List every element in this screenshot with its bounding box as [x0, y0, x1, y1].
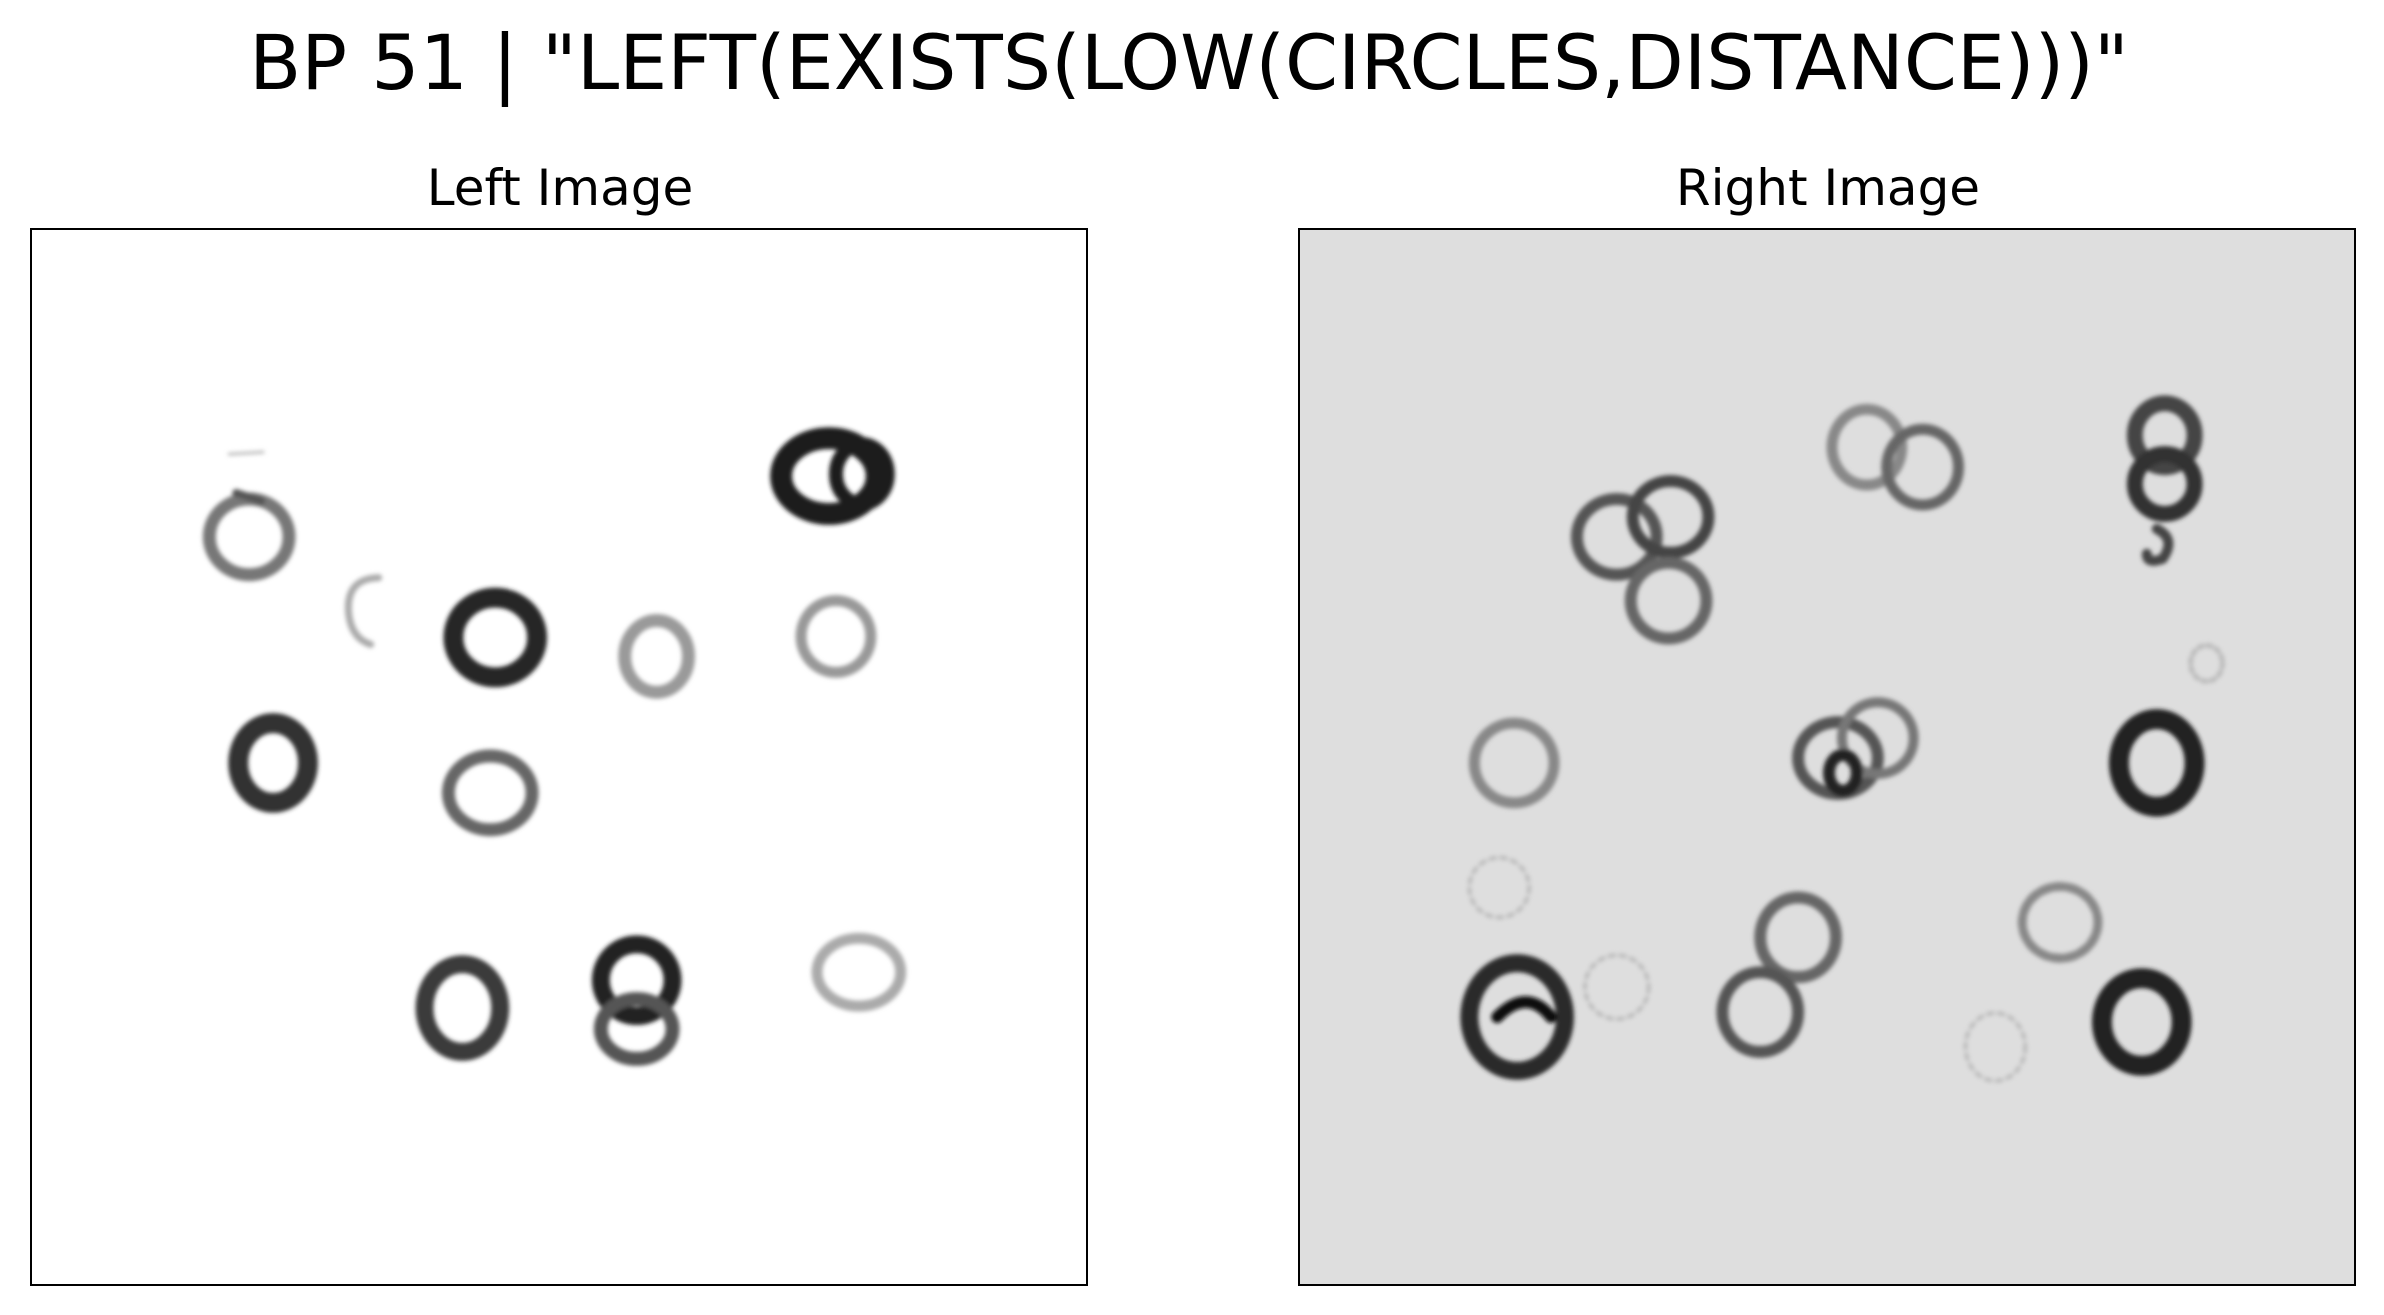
figure-title: BP 51 | "LEFT(EXISTS(LOW(CIRCLES,DISTANC… — [249, 18, 2129, 107]
right-image-panel — [1298, 228, 2356, 1286]
right-circle-pair-3 — [1792, 697, 1919, 800]
left-circle-5 — [228, 713, 318, 813]
left-circle-3 — [618, 614, 695, 699]
right-circle-faint-1 — [2188, 642, 2225, 684]
left-panel-title: Left Image — [426, 159, 694, 217]
right-circle-3 — [2017, 882, 2103, 963]
left-circle-4 — [795, 595, 877, 678]
right-circle-cluster-1 — [1570, 475, 1715, 645]
left-image-panel — [30, 228, 1088, 1286]
left-circle-7 — [415, 955, 510, 1061]
right-circle-1 — [1468, 717, 1560, 809]
left-circle-pair-1 — [770, 427, 895, 525]
right-circle-pair-1 — [1826, 403, 1964, 511]
left-arc-1 — [344, 574, 383, 648]
left-circle-8 — [811, 932, 907, 1012]
left-circle-2 — [443, 587, 548, 688]
right-panel-title: Right Image — [1675, 159, 1981, 217]
right-circle-faint-3 — [1963, 1011, 2028, 1083]
right-image-canvas — [1460, 395, 2225, 1083]
right-circle-pair-5 — [1716, 891, 1842, 1058]
right-circle-pair-4 — [1460, 953, 1651, 1080]
right-circle-2 — [2108, 709, 2205, 817]
left-circle-1 — [202, 450, 296, 582]
right-circle-4 — [2091, 968, 2192, 1076]
left-circle-6 — [441, 749, 539, 837]
right-circle-faint-2 — [1467, 855, 1532, 920]
left-image-canvas — [202, 427, 907, 1066]
left-circle-pair-2 — [591, 935, 682, 1066]
right-circle-pair-2 — [2126, 395, 2203, 566]
